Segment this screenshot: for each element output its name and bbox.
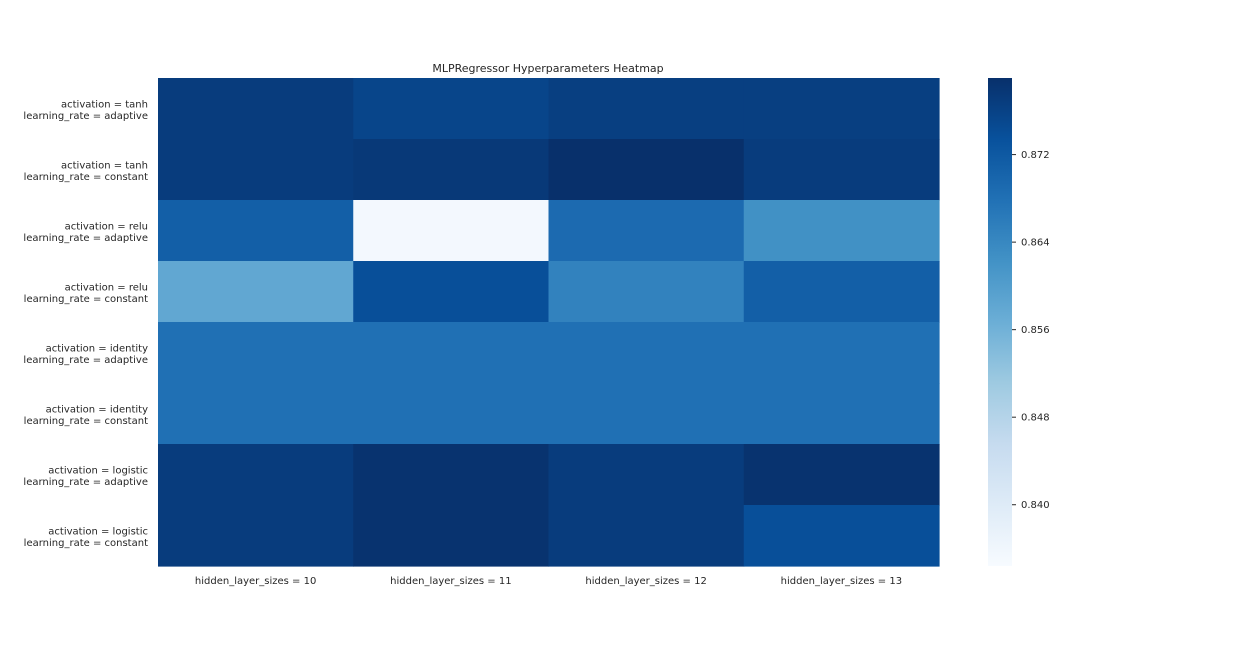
colorbar-tick-label: 0.864 [1021, 238, 1050, 249]
y-tick-label: activation = tanh learning_rate = adaptiv… [23, 100, 148, 123]
heatmap-cell [743, 505, 940, 567]
heatmap-cell [158, 505, 354, 567]
heatmap-cell [158, 261, 354, 323]
x-tick-label: hidden_layer_sizes = 11 [390, 576, 511, 587]
y-tick-label-line: learning_rate = adaptive [23, 355, 148, 366]
y-tick-label-line: learning_rate = constant [24, 172, 148, 183]
y-tick-label: activation = logistic learning_rate = ada… [23, 466, 148, 489]
heatmap-cell [548, 444, 745, 506]
heatmap-cell [158, 444, 354, 506]
y-tick-label-line: activation = relu [65, 222, 148, 233]
heatmap-cell [158, 78, 354, 140]
colorbar-tick-label: 0.872 [1021, 150, 1050, 161]
x-tick-label: hidden_layer_sizes = 13 [781, 576, 902, 587]
heatmap-cell [353, 322, 550, 384]
heatmap-cell [743, 200, 940, 262]
y-tick-label-line: activation = relu [65, 283, 148, 294]
y-tick-label-line: activation = logistic [48, 466, 148, 477]
x-tick-label: hidden_layer_sizes = 12 [585, 576, 706, 587]
y-tick-label-line: activation = logistic [48, 527, 148, 538]
y-tick-label: activation = logistic learning_rate = con… [24, 527, 148, 550]
y-tick-label-line: activation = identity [46, 405, 148, 416]
y-tick-label-line: learning_rate = constant [24, 416, 148, 427]
y-tick-label: activation = identity learning_rate = ada… [23, 344, 148, 367]
y-tick-label-line: learning_rate = adaptive [23, 477, 148, 488]
heatmap-cell [548, 383, 745, 445]
y-tick-label: activation = identity learning_rate = con… [24, 405, 148, 428]
heatmap-cell [548, 200, 745, 262]
x-tick-label: hidden_layer_sizes = 10 [195, 576, 316, 587]
y-tick-label: activation = tanh learning_rate = constan… [24, 161, 148, 184]
y-tick-label-line: activation = tanh [61, 161, 148, 172]
heatmap-cell [548, 139, 745, 201]
heatmap-cell [548, 505, 745, 567]
heatmap-cell [353, 444, 550, 506]
heatmap-cell [158, 200, 354, 262]
heatmap-cell [743, 383, 940, 445]
heatmap-cell [743, 139, 940, 201]
heatmap-cell [743, 78, 940, 140]
heatmap-cell [158, 383, 354, 445]
y-tick-label-line: learning_rate = adaptive [23, 111, 148, 122]
x-tick-labels: hidden_layer_sizes = 10 hidden_layer_size… [195, 576, 902, 587]
heatmap-cell [353, 383, 550, 445]
heatmap-cell [743, 444, 940, 506]
colorbar-tick-label: 0.848 [1021, 413, 1050, 424]
heatmap-cell [353, 200, 550, 262]
y-tick-label-line: learning_rate = constant [24, 294, 148, 305]
y-tick-label-line: activation = tanh [61, 100, 148, 111]
heatmap-cell [743, 261, 940, 323]
heatmap-cell [548, 322, 745, 384]
y-tick-label-line: learning_rate = adaptive [23, 233, 148, 244]
heatmap-cell [158, 322, 354, 384]
colorbar-gradient [988, 78, 1012, 566]
heatmap-cell [353, 505, 550, 567]
heatmap-cell [548, 78, 745, 140]
y-tick-label-line: learning_rate = constant [24, 538, 148, 549]
y-tick-label: activation = relu learning_rate = constan… [24, 283, 148, 306]
y-tick-labels: activation = tanh learning_rate = adaptiv… [23, 100, 148, 550]
colorbar-tick-label: 0.840 [1021, 500, 1050, 511]
heatmap-cell [353, 78, 550, 140]
colorbar-tick-label: 0.856 [1021, 325, 1050, 336]
chart-title: MLPRegressor Hyperparameters Heatmap [432, 62, 663, 75]
heatmap-cell [353, 139, 550, 201]
heatmap-cell [548, 261, 745, 323]
y-tick-label-line: activation = identity [46, 344, 148, 355]
heatmap-cell [743, 322, 940, 384]
heatmap-cells [158, 78, 940, 567]
heatmap-cell [353, 261, 550, 323]
y-tick-label: activation = relu learning_rate = adaptiv… [23, 222, 148, 245]
colorbar: 0.840 0.848 0.856 0.864 0.872 [988, 78, 1050, 566]
heatmap-cell [158, 139, 354, 201]
